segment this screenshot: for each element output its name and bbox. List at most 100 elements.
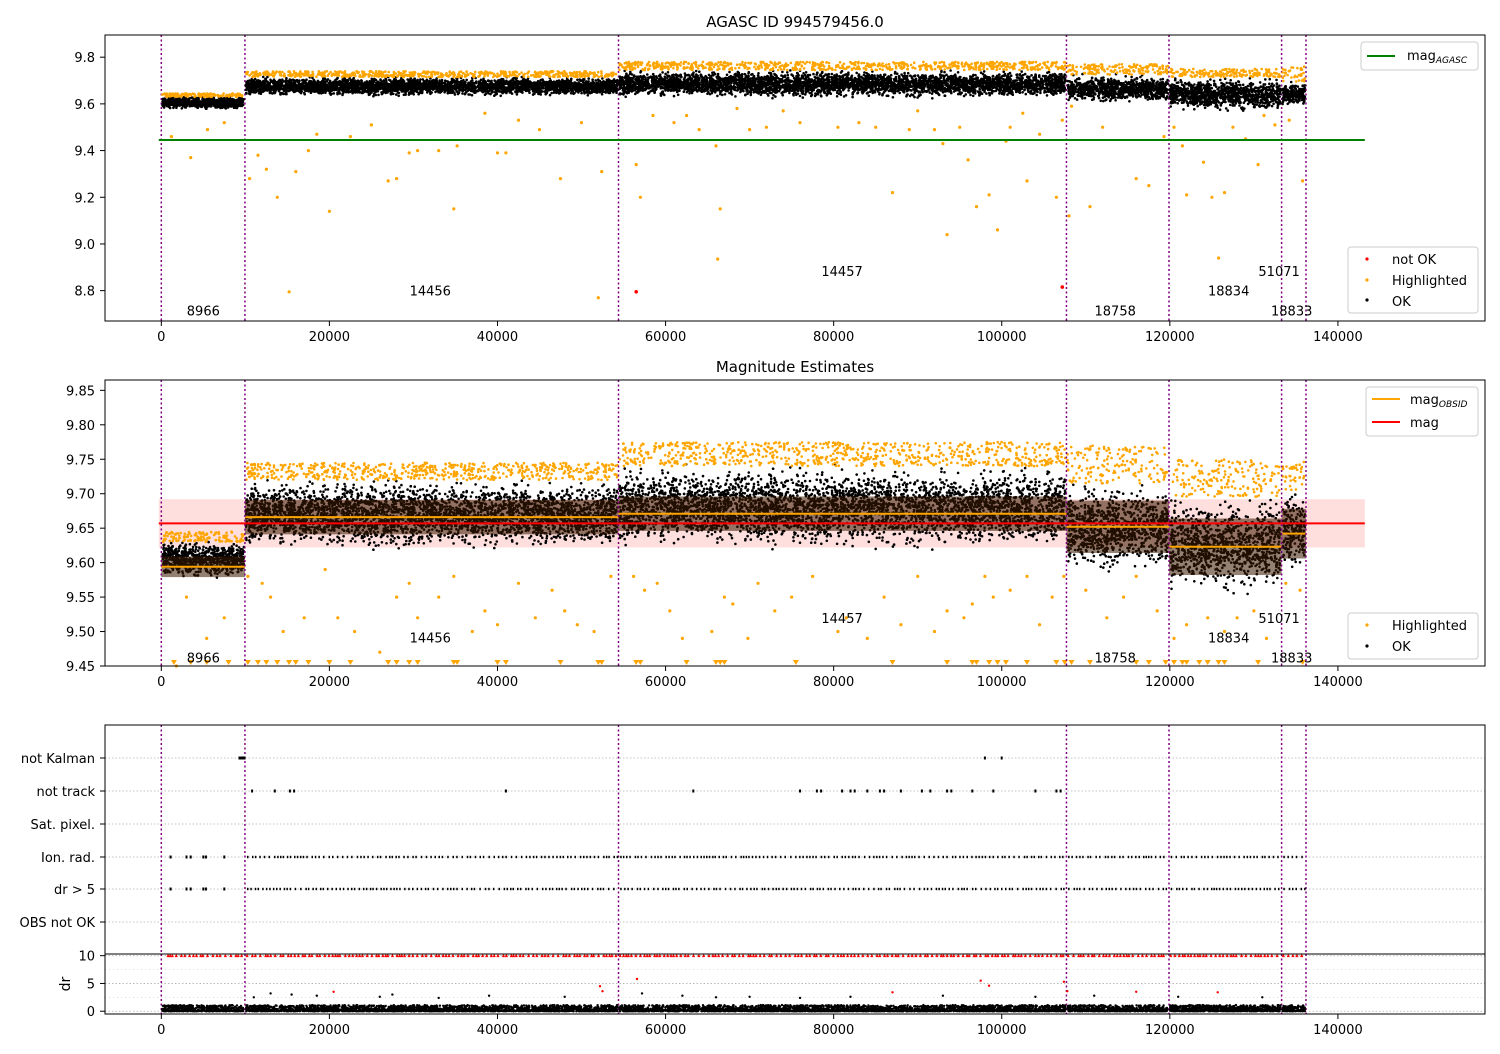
highlighted-point: [352, 74, 355, 77]
ok-point: [417, 85, 420, 88]
ok-point: [429, 90, 432, 93]
ok-point: [539, 89, 542, 92]
highlighted-point: [217, 94, 220, 97]
highlighted-point: [542, 72, 545, 75]
ok-point: [463, 88, 466, 91]
highlighted-point: [188, 93, 191, 96]
highlighted-point: [344, 74, 347, 77]
ok-point: [220, 98, 223, 101]
ok-point: [373, 90, 376, 93]
highlighted-point: [397, 74, 400, 77]
highlighted-point: [419, 73, 422, 76]
ok-point: [412, 86, 415, 89]
highlighted-point: [604, 75, 607, 78]
ok-point: [415, 80, 418, 83]
ok-point: [949, 69, 952, 72]
ok-point: [395, 84, 398, 87]
highlighted-point: [540, 71, 543, 74]
ok-point: [499, 95, 502, 98]
ok-point: [377, 94, 380, 97]
ok-point: [169, 101, 172, 104]
ok-point: [580, 84, 583, 87]
ok-point: [260, 84, 263, 87]
highlighted-point: [341, 71, 344, 74]
ok-point: [279, 88, 282, 91]
ok-point: [473, 91, 476, 94]
ok-point: [404, 93, 407, 96]
highlighted-point: [456, 76, 459, 79]
ok-point: [309, 83, 312, 86]
ok-point: [587, 77, 590, 80]
ok-point: [442, 82, 445, 85]
ok-point: [467, 83, 470, 86]
ok-point: [610, 80, 613, 83]
ok-point: [278, 82, 281, 85]
ok-point: [461, 92, 464, 95]
ok-point: [265, 87, 268, 90]
highlighted-point: [479, 74, 482, 77]
ok-point: [380, 91, 383, 94]
highlighted-point: [523, 75, 526, 78]
highlighted-point: [431, 71, 434, 74]
ok-point: [533, 92, 536, 95]
ok-point: [361, 91, 364, 94]
ok-point: [511, 92, 514, 95]
ok-point: [583, 78, 586, 81]
ok-point: [304, 87, 307, 90]
panel1-title: AGASC ID 994579456.0: [706, 13, 884, 31]
ok-point: [508, 83, 511, 86]
ok-point: [501, 90, 504, 93]
ok-point: [422, 84, 425, 87]
ok-point: [323, 89, 326, 92]
highlighted-point: [528, 70, 531, 73]
ok-point: [327, 88, 330, 91]
highlighted-point: [487, 74, 490, 77]
ok-point: [543, 81, 546, 84]
ok-point: [408, 81, 411, 84]
ok-point: [594, 79, 597, 82]
ok-point: [163, 97, 166, 100]
ok-point: [505, 92, 508, 95]
ok-point: [492, 88, 495, 91]
ok-point: [444, 79, 447, 82]
ok-point: [448, 84, 451, 87]
ok-point: [464, 81, 467, 84]
ok-point: [580, 92, 583, 95]
ok-point: [292, 89, 295, 92]
highlighted-point: [458, 72, 461, 75]
highlighted-point: [289, 74, 292, 77]
highlighted-point: [302, 73, 305, 76]
ok-point: [402, 83, 405, 86]
ok-point: [488, 87, 491, 90]
ok-point: [552, 82, 555, 85]
ok-point: [484, 83, 487, 86]
ok-point: [424, 81, 427, 84]
ok-point: [248, 83, 251, 86]
ok-point: [550, 92, 553, 95]
ok-point: [275, 83, 278, 86]
ok-point: [595, 88, 598, 91]
ok-point: [419, 80, 422, 83]
ok-point: [309, 88, 312, 91]
highlighted-point: [380, 73, 383, 76]
highlighted-point: [213, 93, 216, 96]
highlighted-point: [239, 94, 242, 97]
ok-point: [334, 79, 337, 82]
highlighted-point: [565, 72, 568, 75]
ok-point: [197, 102, 200, 105]
highlighted-point: [251, 76, 254, 79]
ok-point: [174, 102, 177, 105]
ok-point: [361, 88, 364, 91]
ok-point: [599, 88, 602, 91]
ok-point: [439, 84, 442, 87]
ok-point: [511, 87, 514, 90]
ok-point: [467, 93, 470, 96]
ok-point: [397, 95, 400, 98]
ok-point: [388, 84, 391, 87]
ok-point: [269, 91, 272, 94]
ok-point: [609, 84, 612, 87]
highlighted-point: [600, 72, 603, 75]
highlighted-point: [423, 75, 426, 78]
ok-point: [341, 94, 344, 97]
